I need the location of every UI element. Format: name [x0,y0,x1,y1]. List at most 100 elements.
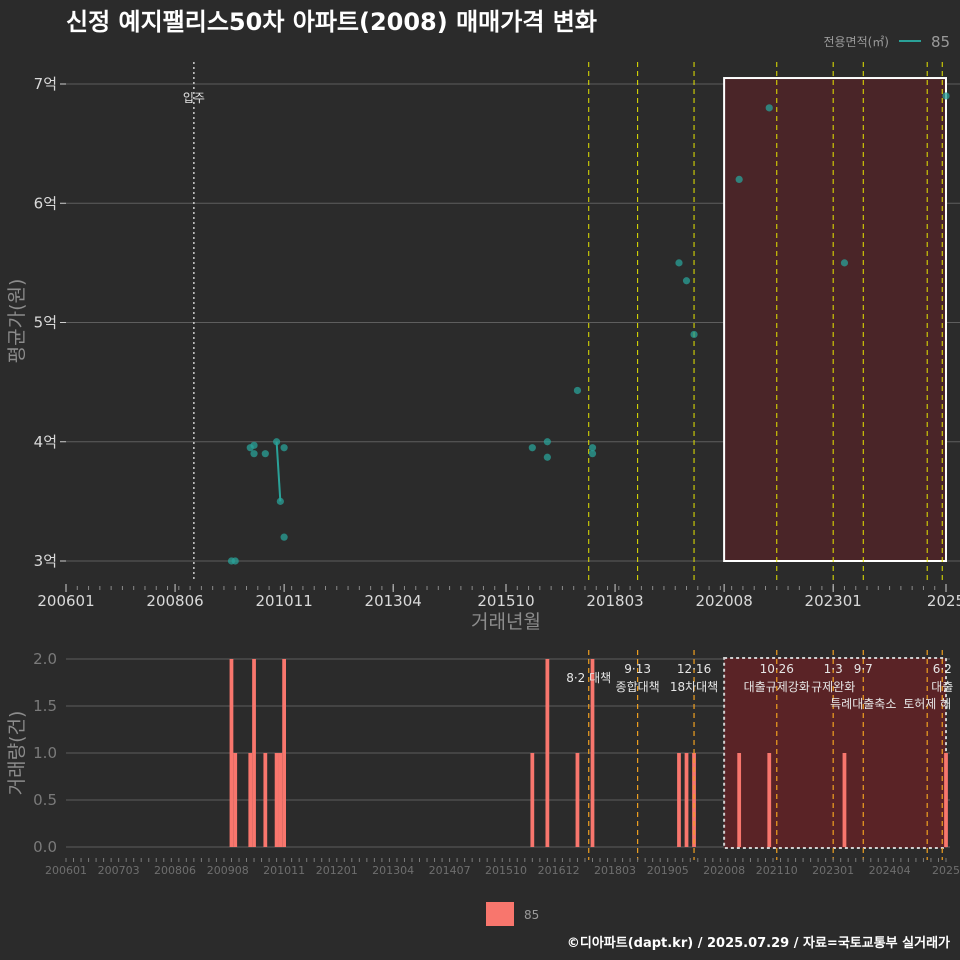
policy-text-label: 대출 [931,680,953,694]
bottom-x-tick-label: 201011 [263,864,305,877]
price-point [588,444,597,452]
bottom-policy-lines [588,650,943,860]
bottom-x-axis: 200601 200703 200806 200908 201011 201201 2013… [45,858,960,877]
volume-bar [282,659,286,847]
volume-bar [278,753,283,847]
policy-text-label: 규제완화 [811,680,855,694]
volume-bar [252,659,256,847]
bottom-y-tick-label: 0.0 [33,838,57,856]
top-x-tick-label: 201510 [477,592,534,610]
volume-bar [944,753,948,847]
bottom-x-tick-label: 2025 [932,864,960,877]
volume-bar [737,753,742,847]
volume-bars [229,659,948,847]
top-highlight-region [723,77,947,562]
volume-bar [263,753,268,847]
price-points [227,92,950,565]
bottom-x-tick-label: 201803 [594,864,636,877]
top-x-tick-label: 201011 [255,592,312,610]
volume-bar [233,753,238,847]
policy-date-label: 10·26 [760,662,794,676]
bottom-x-tick-label: 200601 [45,864,87,877]
volume-bar [677,753,681,847]
top-y-tick-label: 7억 [34,75,57,93]
price-point [573,386,582,395]
top-x-tick-label: 201304 [365,592,422,610]
bottom-x-tick-label: 201201 [316,864,358,877]
trend-line [275,441,282,502]
top-x-tick-label: 202008 [695,592,752,610]
volume-bar [530,753,535,847]
chart-title: 신정 예지팰리스50차 아파트(2008) 매매가격 변화 [66,8,597,36]
bottom-y-axis-title: 거래량(건) [6,711,28,796]
top-legend-label: 85 [931,33,950,51]
price-point [735,175,743,183]
price-point [675,259,683,267]
bottom-y-tick-label: 1.0 [33,744,57,762]
bottom-x-tick-label: 201510 [485,864,527,877]
top-x-tick-label: 200601 [37,592,94,610]
price-point [690,330,698,339]
price-point [543,453,551,461]
policy-text-label: 대출규제강화 [744,680,810,694]
policy-date-label: 9·13 [624,662,651,676]
bottom-highlight-region [723,657,947,849]
volume-bar [590,659,595,847]
top-y-tick-label: 6억 [34,194,57,212]
volume-bar [229,659,234,847]
price-point [261,450,269,458]
volume-bar [842,753,847,847]
bottom-x-tick-label: 202301 [812,864,854,877]
footer-credit: ©디아파트(dapt.kr) / 2025.07.29 / 자료=국토교통부 실… [567,935,950,951]
top-y-tick-label: 5억 [34,314,57,332]
volume-bar [248,753,253,847]
bottom-x-tick-label: 200703 [98,864,140,877]
bottom-y-tick-label: 0.5 [33,791,57,809]
top-x-tick-label: 202301 [805,592,862,610]
price-point [280,444,288,452]
volume-bar [767,753,772,847]
bottom-legend-label: 85 [524,908,539,922]
volume-bar [692,753,696,847]
price-point [840,259,849,267]
top-x-tick-label: 2025 [927,592,960,610]
price-point [682,277,691,285]
volume-bar [684,753,689,847]
volume-bar [575,753,580,847]
bottom-x-tick-label: 202110 [756,864,798,877]
top-x-axis: 200601 200806 201011 201304 201510 201803 2020… [37,584,960,610]
bottom-x-tick-label: 201304 [372,864,414,877]
price-point [250,450,258,458]
policy-date-label: 12·16 [677,662,711,676]
bottom-y-tick-label: 1.5 [33,697,57,715]
price-point [543,438,551,446]
volume-bar [274,753,279,847]
bottom-x-tick-label: 201407 [429,864,471,877]
bottom-x-tick-label: 201612 [538,864,580,877]
bottom-y-tick-labels: 0.0 0.5 1.0 1.5 2.0 [33,650,57,856]
bottom-x-tick-label: 202008 [703,864,745,877]
price-point [942,92,950,100]
bottom-x-tick-label: 200908 [207,864,249,877]
price-point [276,497,284,505]
price-point [528,444,536,452]
top-legend-title: 전용면적(㎡) [823,35,889,49]
policy-date-label: 1·3 [824,662,843,676]
bottom-x-tick-label: 202404 [869,864,911,877]
policy-text-label: 토허제 해 [903,697,951,711]
move-in-marker: 입주 [183,62,205,580]
bottom-x-tick-label: 200806 [154,864,196,877]
top-y-tick-label: 3억 [34,552,57,570]
bottom-legend-swatch [486,902,514,926]
price-point [231,557,239,565]
top-highlight-box [723,77,947,562]
price-point [250,441,258,449]
top-x-tick-label: 200806 [146,592,203,610]
top-y-tick-labels: 3억 4억 5억 6억 7억 [34,75,66,570]
price-point [280,533,288,541]
bottom-highlight-box [723,657,947,849]
policy-text-label: 종합대책 [616,679,660,694]
trend-segment [275,441,282,502]
policy-date-label: 9·7 [854,662,873,676]
